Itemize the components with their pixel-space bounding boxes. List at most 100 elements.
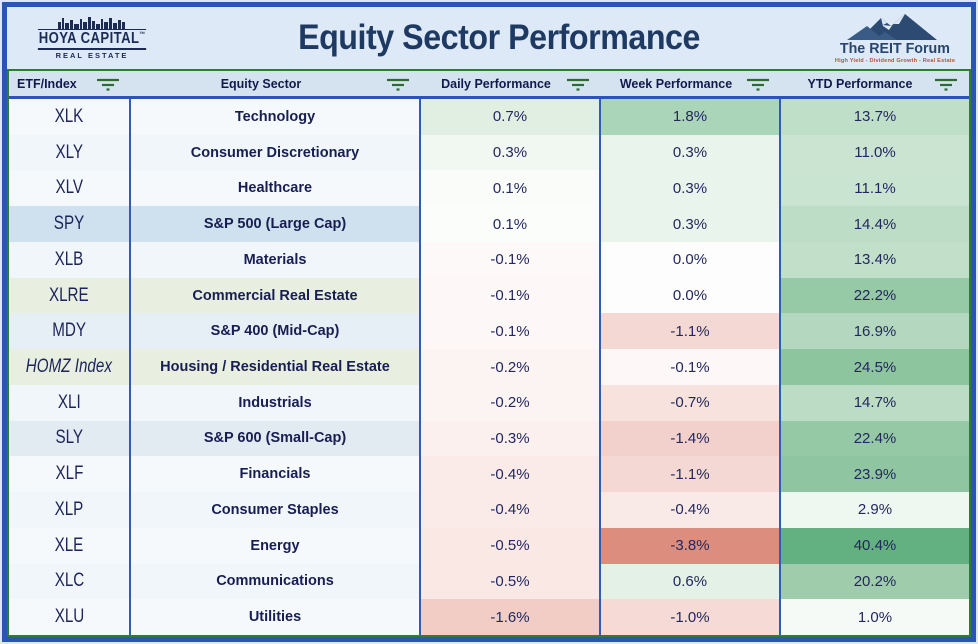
daily-performance-cell: -0.1% bbox=[421, 241, 601, 278]
daily-performance-cell: -0.2% bbox=[421, 384, 601, 421]
table-row: XLK Technology 0.7% 1.8% 13.7% bbox=[9, 99, 969, 135]
equity-sector-cell: S&P 600 (Small-Cap) bbox=[131, 420, 421, 457]
etf-index-cell: XLF bbox=[9, 456, 131, 493]
etf-index-cell: XLP bbox=[9, 492, 131, 528]
table-row: XLY Consumer Discretionary 0.3% 0.3% 11.0% bbox=[9, 134, 969, 171]
page-title: Equity Sector Performance bbox=[298, 18, 700, 57]
daily-performance-cell: 0.3% bbox=[421, 134, 601, 171]
column-header-etf-index: ETF/Index bbox=[9, 71, 131, 96]
ytd-performance-cell: 40.4% bbox=[781, 527, 969, 564]
week-performance-cell: 0.3% bbox=[601, 206, 781, 242]
ytd-performance-cell: 14.4% bbox=[781, 206, 969, 242]
ytd-performance-cell: 11.0% bbox=[781, 134, 969, 171]
daily-performance-cell: 0.7% bbox=[421, 99, 601, 135]
week-performance-cell: 0.0% bbox=[601, 241, 781, 278]
ytd-performance-cell: 14.7% bbox=[781, 384, 969, 421]
week-performance-cell: -0.4% bbox=[601, 492, 781, 528]
equity-sector-cell: Technology bbox=[131, 99, 421, 135]
equity-sector-cell: Consumer Discretionary bbox=[131, 134, 421, 171]
daily-performance-cell: -1.6% bbox=[421, 599, 601, 636]
ytd-performance-cell: 2.9% bbox=[781, 492, 969, 528]
daily-performance-cell: 0.1% bbox=[421, 170, 601, 207]
ytd-performance-cell: 22.4% bbox=[781, 420, 969, 457]
filter-button-equity-sector[interactable] bbox=[383, 75, 413, 93]
ytd-performance-cell: 13.7% bbox=[781, 99, 969, 135]
equity-sector-cell: S&P 400 (Mid-Cap) bbox=[131, 313, 421, 350]
week-performance-cell: -3.8% bbox=[601, 527, 781, 564]
daily-performance-cell: -0.1% bbox=[421, 313, 601, 350]
daily-performance-cell: -0.4% bbox=[421, 492, 601, 528]
table-body: XLK Technology 0.7% 1.8% 13.7% XLY Consumer Di… bbox=[9, 99, 969, 636]
table-row: XLF Financials -0.4% -1.1% 23.9% bbox=[9, 456, 969, 493]
daily-performance-cell: -0.4% bbox=[421, 456, 601, 493]
filter-icon bbox=[387, 78, 409, 91]
ytd-performance-cell: 23.9% bbox=[781, 456, 969, 493]
week-performance-cell: 0.0% bbox=[601, 277, 781, 314]
filter-button-etf-index[interactable] bbox=[93, 75, 123, 93]
equity-sector-cell: Energy bbox=[131, 527, 421, 564]
equity-sector-cell: Financials bbox=[131, 456, 421, 493]
filter-button-week-performance[interactable] bbox=[743, 75, 773, 93]
table-row: SLY S&P 600 (Small-Cap) -0.3% -1.4% 22.4% bbox=[9, 420, 969, 457]
etf-index-cell: XLU bbox=[9, 599, 131, 636]
equity-sector-cell: Housing / Residential Real Estate bbox=[131, 349, 421, 385]
etf-index-cell: XLRE bbox=[9, 277, 131, 314]
title-bar: HOYA CAPITAL™ REAL ESTATE Equity Sector … bbox=[7, 7, 971, 69]
etf-index-cell: SLY bbox=[9, 420, 131, 457]
table-row: XLP Consumer Staples -0.4% -0.4% 2.9% bbox=[9, 492, 969, 528]
mountain-icon bbox=[845, 12, 945, 42]
etf-index-cell: HOMZ Index bbox=[9, 349, 131, 385]
ytd-performance-cell: 24.5% bbox=[781, 349, 969, 385]
etf-index-cell: XLK bbox=[9, 99, 131, 135]
etf-index-cell: SPY bbox=[9, 206, 131, 242]
filter-icon bbox=[97, 78, 119, 91]
table-row: XLB Materials -0.1% 0.0% 13.4% bbox=[9, 241, 969, 278]
reit-logo-name: The REIT Forum bbox=[839, 40, 951, 57]
etf-index-cell: XLB bbox=[9, 241, 131, 278]
table-row: XLV Healthcare 0.1% 0.3% 11.1% bbox=[9, 170, 969, 207]
filter-button-daily-performance[interactable] bbox=[563, 75, 593, 93]
equity-sector-cell: Consumer Staples bbox=[131, 492, 421, 528]
daily-performance-cell: 0.1% bbox=[421, 206, 601, 242]
filter-icon bbox=[567, 78, 589, 91]
week-performance-cell: -1.4% bbox=[601, 420, 781, 457]
performance-table: ETF/Index Equity Sector bbox=[7, 69, 971, 637]
etf-index-cell: XLC bbox=[9, 563, 131, 600]
filter-button-ytd-performance[interactable] bbox=[931, 75, 961, 93]
equity-sector-cell: Communications bbox=[131, 563, 421, 600]
etf-index-cell: XLE bbox=[9, 527, 131, 564]
daily-performance-cell: -0.1% bbox=[421, 277, 601, 314]
week-performance-cell: -1.1% bbox=[601, 313, 781, 350]
filter-icon bbox=[747, 78, 769, 91]
table-header-row: ETF/Index Equity Sector bbox=[9, 71, 969, 99]
ytd-performance-cell: 13.4% bbox=[781, 241, 969, 278]
table-row: SPY S&P 500 (Large Cap) 0.1% 0.3% 14.4% bbox=[9, 206, 969, 242]
table-row: XLE Energy -0.5% -3.8% 40.4% bbox=[9, 527, 969, 564]
column-header-daily-performance: Daily Performance bbox=[421, 71, 601, 96]
table-row: HOMZ Index Housing / Residential Real Est… bbox=[9, 349, 969, 385]
equity-sector-cell: Commercial Real Estate bbox=[131, 277, 421, 314]
table-row: MDY S&P 400 (Mid-Cap) -0.1% -1.1% 16.9% bbox=[9, 313, 969, 350]
filter-icon bbox=[935, 78, 957, 91]
equity-sector-cell: Healthcare bbox=[131, 170, 421, 207]
daily-performance-cell: -0.2% bbox=[421, 349, 601, 385]
reit-forum-logo: The REIT Forum High Yield - Dividend Gro… bbox=[831, 12, 961, 64]
daily-performance-cell: -0.5% bbox=[421, 527, 601, 564]
ytd-performance-cell: 20.2% bbox=[781, 563, 969, 600]
week-performance-cell: 0.6% bbox=[601, 563, 781, 600]
column-header-equity-sector: Equity Sector bbox=[131, 71, 421, 96]
hoya-logo-name: HOYA CAPITAL™ bbox=[37, 29, 147, 50]
city-skyline-icon bbox=[52, 16, 132, 29]
week-performance-cell: 1.8% bbox=[601, 99, 781, 135]
ytd-performance-cell: 1.0% bbox=[781, 599, 969, 636]
etf-index-cell: XLV bbox=[9, 170, 131, 207]
etf-index-cell: XLI bbox=[9, 384, 131, 421]
hoya-logo-subtitle: REAL ESTATE bbox=[55, 51, 129, 60]
table-row: XLI Industrials -0.2% -0.7% 14.7% bbox=[9, 384, 969, 421]
equity-sector-cell: Materials bbox=[131, 241, 421, 278]
week-performance-cell: -1.1% bbox=[601, 456, 781, 493]
daily-performance-cell: -0.3% bbox=[421, 420, 601, 457]
ytd-performance-cell: 11.1% bbox=[781, 170, 969, 207]
etf-index-cell: MDY bbox=[9, 313, 131, 350]
